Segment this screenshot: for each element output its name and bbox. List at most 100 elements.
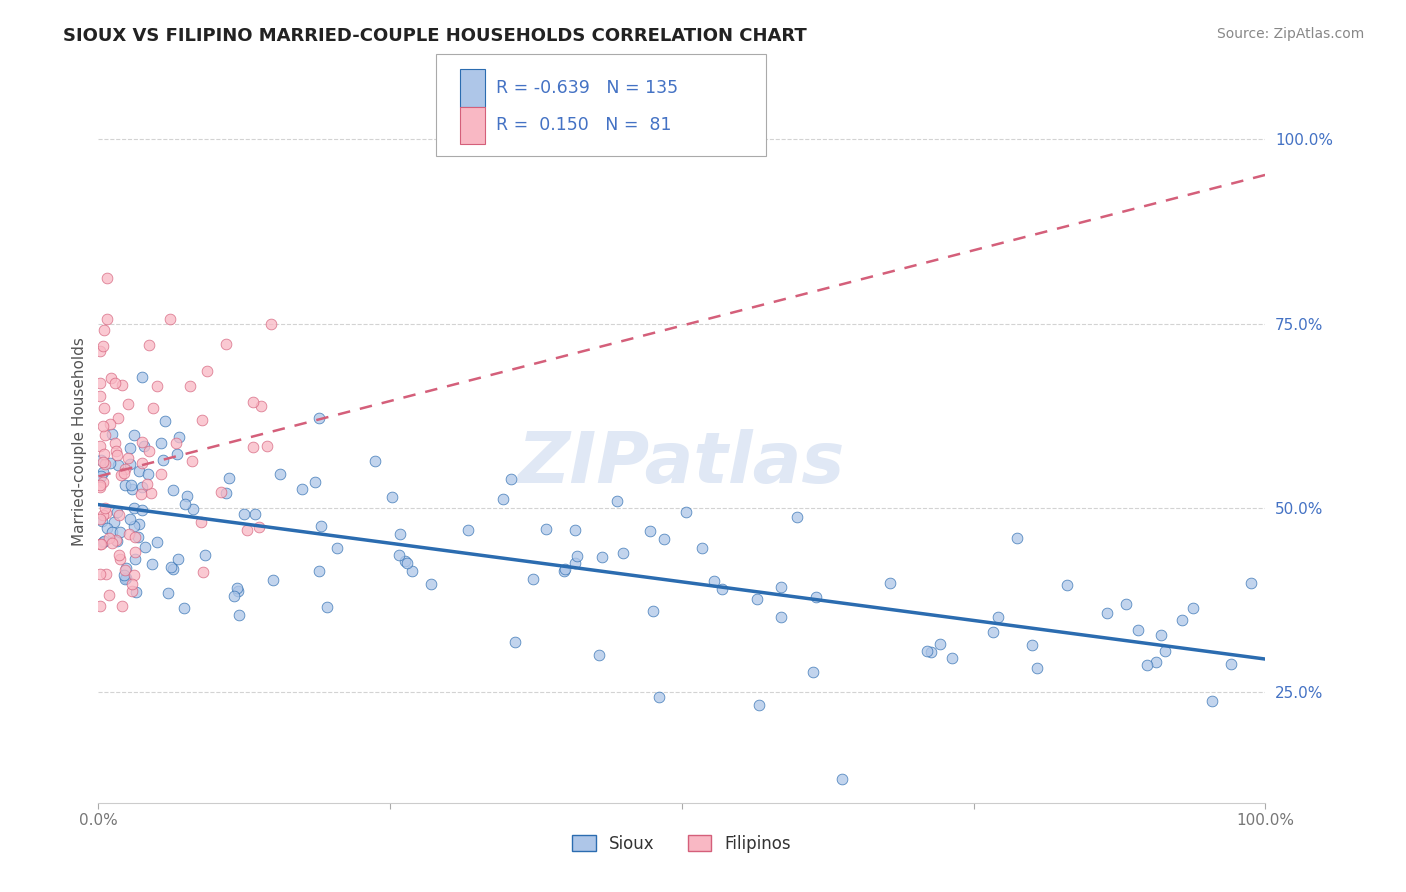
Point — [105, 534, 128, 549]
Point — [98, 588, 121, 602]
Point — [138, 338, 160, 352]
Point — [564, 523, 586, 537]
Point — [1021, 639, 1043, 653]
Point — [262, 573, 284, 587]
Point — [388, 527, 411, 541]
Point — [122, 428, 145, 442]
Point — [152, 453, 174, 467]
Point — [308, 411, 330, 425]
Point — [159, 560, 181, 574]
Point — [1220, 657, 1243, 671]
Point — [125, 584, 148, 599]
Point — [195, 363, 218, 377]
Point — [91, 455, 114, 469]
Point — [363, 454, 385, 468]
Point — [748, 698, 770, 712]
Point — [96, 312, 118, 326]
Point — [987, 609, 1010, 624]
Point — [159, 312, 181, 326]
Point — [139, 486, 162, 500]
Point — [690, 541, 713, 556]
Point — [89, 537, 111, 551]
Point — [121, 482, 143, 496]
Point — [928, 637, 950, 651]
Point — [745, 591, 768, 606]
Point — [1025, 661, 1047, 675]
Point — [1150, 628, 1173, 642]
Point — [1201, 694, 1223, 708]
Point — [191, 565, 214, 579]
Point — [920, 645, 942, 659]
Point — [111, 599, 134, 614]
Point — [114, 461, 136, 475]
Point — [243, 507, 266, 521]
Point — [122, 568, 145, 582]
Point — [104, 376, 127, 390]
Point — [769, 610, 792, 624]
Point — [124, 500, 146, 515]
Point — [100, 370, 122, 384]
Point — [89, 566, 111, 581]
Point — [91, 475, 114, 489]
Point — [114, 571, 136, 585]
Point — [1095, 606, 1118, 620]
Point — [124, 545, 146, 559]
Point — [120, 478, 142, 492]
Point — [194, 548, 217, 562]
Point — [536, 522, 558, 536]
Point — [94, 506, 117, 520]
Point — [98, 456, 121, 470]
Point — [1136, 658, 1159, 673]
Point — [112, 466, 135, 480]
Point — [326, 541, 349, 555]
Text: SIOUX VS FILIPINO MARRIED-COUPLE HOUSEHOLDS CORRELATION CHART: SIOUX VS FILIPINO MARRIED-COUPLE HOUSEHO… — [63, 27, 807, 45]
Point — [118, 441, 141, 455]
Point — [127, 530, 149, 544]
Point — [505, 634, 527, 648]
Point — [105, 448, 128, 462]
Point — [831, 772, 853, 786]
Point — [180, 454, 202, 468]
Point — [112, 567, 135, 582]
Point — [304, 475, 326, 490]
Point — [564, 556, 586, 570]
Point — [91, 515, 114, 529]
Point — [401, 565, 423, 579]
Point — [118, 527, 141, 541]
Point — [89, 439, 111, 453]
Point — [98, 531, 121, 545]
Point — [96, 567, 118, 582]
Point — [118, 457, 141, 471]
Point — [806, 590, 828, 604]
Point — [981, 624, 1004, 639]
Point — [128, 464, 150, 478]
Point — [1128, 623, 1150, 637]
Point — [128, 517, 150, 532]
Point — [1115, 598, 1137, 612]
Point — [93, 419, 115, 434]
Point — [117, 397, 139, 411]
Point — [131, 369, 153, 384]
Point — [291, 483, 314, 497]
Point — [96, 520, 118, 534]
Point — [214, 485, 236, 500]
Point — [1182, 601, 1205, 615]
Point — [110, 524, 132, 539]
Point — [1171, 613, 1194, 627]
Point — [114, 563, 136, 577]
Point — [457, 524, 479, 538]
Point — [142, 401, 165, 415]
Point — [591, 550, 613, 565]
Point — [120, 511, 142, 525]
Point — [132, 439, 155, 453]
Point — [90, 537, 112, 551]
Point — [108, 548, 131, 562]
Point — [105, 444, 128, 458]
Point — [309, 518, 332, 533]
Point — [703, 574, 725, 588]
Point — [89, 344, 111, 359]
Point — [565, 549, 588, 563]
Point — [105, 505, 128, 519]
Point — [190, 516, 212, 530]
Point — [136, 477, 159, 491]
